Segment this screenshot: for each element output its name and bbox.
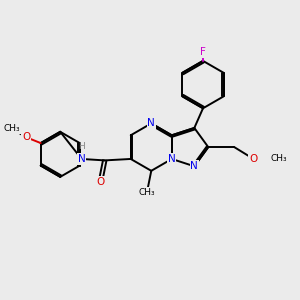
Text: H: H [78,142,84,151]
Text: F: F [200,47,206,57]
Text: CH₃: CH₃ [270,154,287,163]
Text: N: N [78,154,86,164]
Text: O: O [22,132,30,142]
Text: O: O [249,154,257,164]
Text: N: N [190,161,198,171]
Text: N: N [168,154,176,164]
Text: N: N [147,118,155,128]
Text: O: O [96,177,104,187]
Text: CH₃: CH₃ [139,188,155,197]
Text: CH₃: CH₃ [4,124,20,133]
